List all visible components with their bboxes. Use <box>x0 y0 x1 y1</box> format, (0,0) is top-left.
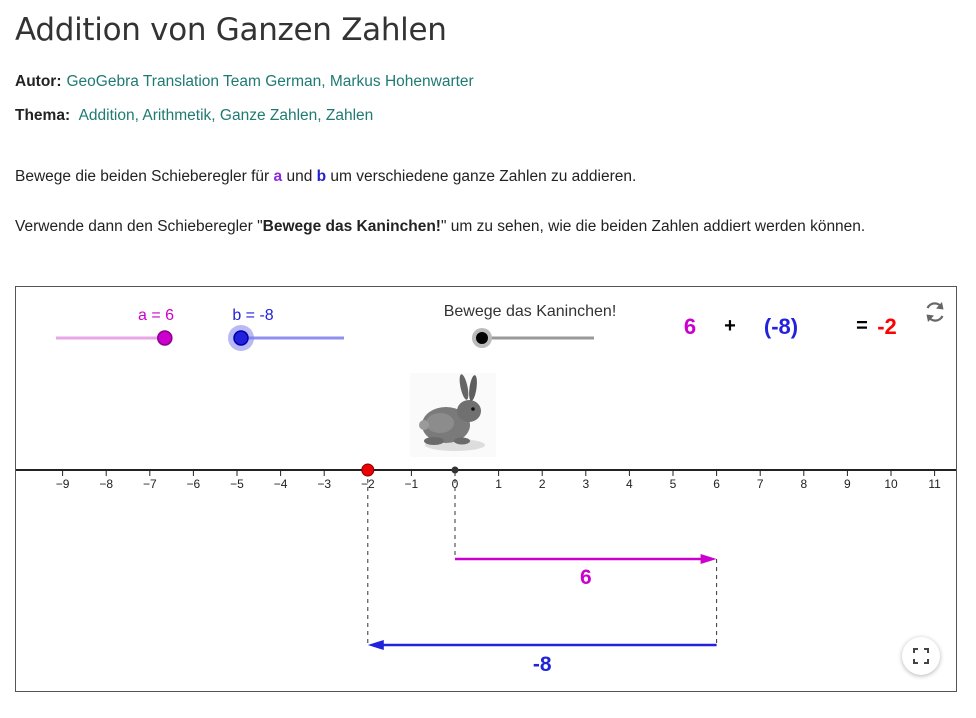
topic-label: Thema: <box>15 107 71 124</box>
author-link-2[interactable]: Markus Hohenwarter <box>329 73 474 90</box>
number-line-tick-label: 11 <box>928 477 941 491</box>
number-line-tick-label: −5 <box>230 477 244 491</box>
instruction-2: Verwende dann den Schieberegler "Bewege … <box>15 218 866 235</box>
author-line: Autor: GeoGebra Translation Team German, … <box>15 73 474 90</box>
topic-link-addition[interactable]: Addition <box>78 107 135 124</box>
equation-result: -2 <box>877 314 897 339</box>
number-line-tick-label: 6 <box>713 477 720 491</box>
slider-b-label: b = -8 <box>232 307 273 324</box>
number-line-tick-label: 7 <box>757 477 764 491</box>
slider-rabbit-label: Bewege das Kaninchen! <box>444 303 617 320</box>
number-line-tick-label: 8 <box>800 477 807 491</box>
arrow-b-label: -8 <box>533 653 552 676</box>
number-line-tick-label: −3 <box>317 477 331 491</box>
rabbit-image[interactable] <box>410 373 496 457</box>
equation-b: (-8) <box>764 314 798 339</box>
number-line-tick-label: −4 <box>274 477 288 491</box>
number-line-tick-label: −1 <box>405 477 419 491</box>
arrow-b-head <box>367 640 384 650</box>
arrow-a-head <box>700 554 717 564</box>
number-line-tick-label: −2 <box>361 477 375 491</box>
topic-link-ganze-zahlen[interactable]: Ganze Zahlen <box>219 107 318 124</box>
topic-line: Thema: Addition, Arithmetik, Ganze Zahle… <box>15 107 374 124</box>
topic-link-zahlen[interactable]: Zahlen <box>325 107 374 124</box>
slider-b-knob[interactable] <box>233 330 249 346</box>
number-line-tick-label: 10 <box>884 477 898 491</box>
number-line-tick-label: −7 <box>143 477 157 491</box>
equation-a: 6 <box>684 314 696 339</box>
number-line-tick-label: 9 <box>844 477 851 491</box>
result-point[interactable] <box>361 463 375 477</box>
slider-rabbit-knob[interactable] <box>476 332 488 344</box>
number-line-tick-label: −6 <box>187 477 201 491</box>
instruction-1: Bewege die beiden Schieberegler für a un… <box>15 168 637 185</box>
page-title: Addition von Ganzen Zahlen <box>15 12 447 48</box>
equation-equals: = <box>856 315 868 337</box>
number-line-tick-label: 2 <box>539 477 546 491</box>
number-line-tick-label: −8 <box>99 477 113 491</box>
slider-a-knob[interactable] <box>157 330 173 346</box>
origin-point[interactable] <box>451 466 459 474</box>
topic-link-arithmetik[interactable]: Arithmetik <box>142 107 212 124</box>
number-line-tick-label: 5 <box>670 477 677 491</box>
number-line-tick-label: 3 <box>582 477 589 491</box>
number-line-tick-label: 4 <box>626 477 633 491</box>
number-line-tick-label: 0 <box>452 477 459 491</box>
equation-plus: + <box>724 315 736 337</box>
geogebra-applet[interactable]: −9 −8 −7 −6 −5 −4 −3 −2 −1 0 1 2 3 4 5 6 7 8 9 10 11 a = 6 b… <box>15 286 957 692</box>
arrow-a-label: 6 <box>580 566 592 589</box>
slider-a-label: a = 6 <box>138 307 174 324</box>
applet-canvas[interactable]: −9 −8 −7 −6 −5 −4 −3 −2 −1 0 1 2 3 4 5 6 7 8 9 10 11 a = 6 b… <box>16 287 957 692</box>
number-line-tick-label: 1 <box>495 477 502 491</box>
author-link-1[interactable]: GeoGebra Translation Team German <box>66 73 322 90</box>
reset-icon[interactable] <box>922 299 948 325</box>
fullscreen-icon[interactable] <box>902 637 940 675</box>
number-line-tick-label: −9 <box>56 477 70 491</box>
author-label: Autor: <box>15 73 62 90</box>
